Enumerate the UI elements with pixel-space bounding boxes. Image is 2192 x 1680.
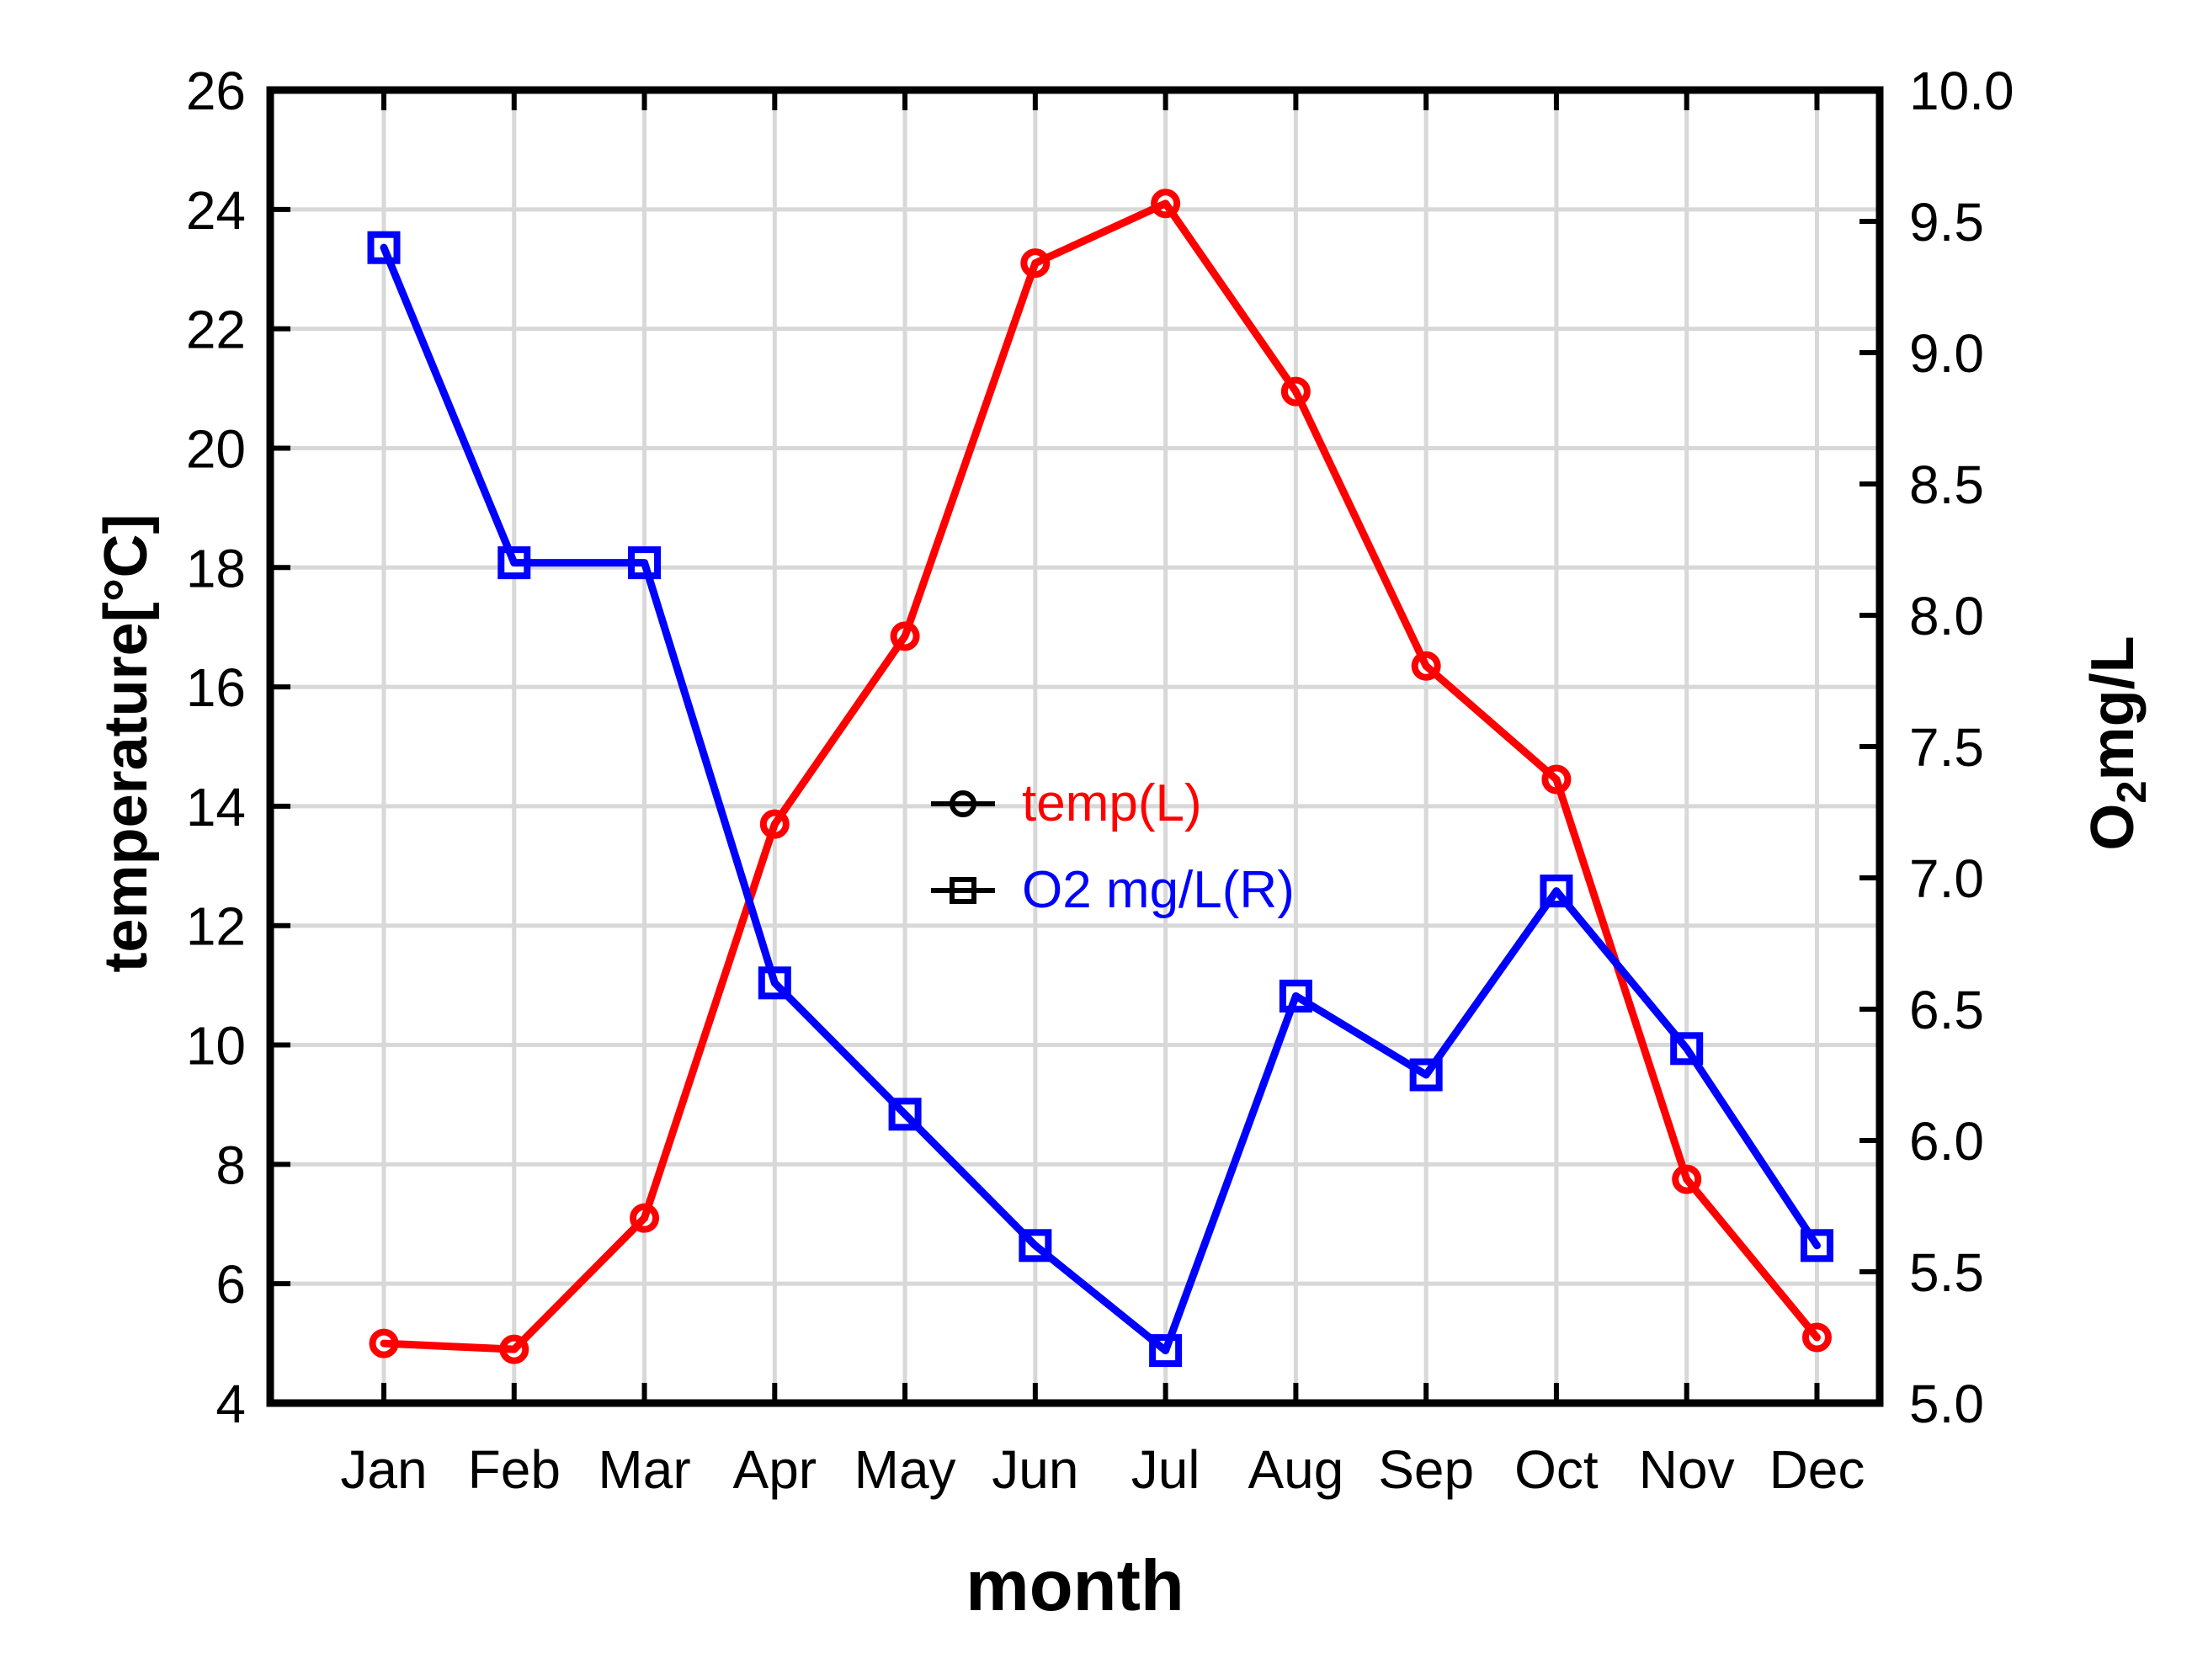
right-axis-tick-label: 6.5 [1909, 980, 1984, 1040]
o2-marker-square [1409, 1058, 1443, 1092]
temp-marker-circle [1801, 1322, 1832, 1353]
o2-series-line [380, 243, 1821, 1355]
month-tick-label: Jan [340, 1439, 427, 1500]
o2-marker-square [1800, 1229, 1833, 1263]
right-axis-tick-label: 5.5 [1909, 1242, 1984, 1303]
legend-item-o2: O2 mg/L(R) [929, 864, 1295, 917]
legend-label-o2: O2 mg/L(R) [1022, 861, 1295, 919]
left-axis-tick-label: 14 [186, 777, 246, 837]
right-axis-title-rest: mg/L [2078, 635, 2147, 781]
right-axis-tick-label: 6.0 [1909, 1111, 1984, 1172]
temp-marker-circle [1151, 189, 1181, 219]
right-axis-tick-label: 8.0 [1909, 586, 1984, 646]
temp-marker-circle [759, 809, 790, 839]
temp-marker-circle [1280, 376, 1311, 407]
month-tick-label: Sep [1378, 1439, 1474, 1500]
legend-marker-circle-icon [931, 790, 995, 817]
right-axis-tick-label: 8.5 [1909, 455, 1984, 515]
right-axis-tick-label: 7.5 [1909, 717, 1984, 778]
o2-marker-square [1670, 1032, 1704, 1066]
month-tick-label: Apr [733, 1439, 817, 1500]
left-axis-title: temperature[°C] [93, 513, 160, 973]
right-axis-tick-label: 10.0 [1909, 61, 2014, 121]
right-axis-title: O2mg/L [2078, 635, 2156, 850]
left-axis-tick-label: 16 [186, 657, 246, 718]
temp-marker-circle [890, 621, 920, 651]
month-tick-label: Oct [1514, 1439, 1599, 1500]
left-axis-tick-label: 18 [186, 538, 246, 598]
temp-marker-circle [1672, 1164, 1702, 1194]
temp-series-line [380, 199, 1821, 1353]
month-tick-label: Jun [992, 1439, 1078, 1500]
bottom-axis-title: month [966, 1546, 1184, 1626]
left-axis-tick-label: 24 [186, 180, 246, 241]
legend-label-temp: temp(L) [1022, 774, 1202, 832]
right-axis-title-main: O [2078, 803, 2147, 851]
month-tick-label: Dec [1769, 1439, 1865, 1500]
temp-marker-circle [1020, 248, 1051, 279]
o2-marker-square [758, 966, 791, 1000]
temp-marker-circle [1411, 651, 1441, 681]
o2-marker-square [628, 546, 662, 580]
month-tick-label: Aug [1248, 1439, 1343, 1500]
temp-marker-circle [1541, 764, 1572, 795]
left-axis-tick-label: 12 [186, 896, 246, 957]
left-axis-tick-label: 6 [215, 1254, 246, 1315]
right-axis-tick-label: 5.0 [1909, 1374, 1984, 1434]
o2-marker-square [888, 1098, 922, 1131]
right-axis-tick-label: 7.0 [1909, 848, 1984, 909]
o2-marker-square [1019, 1229, 1052, 1263]
month-tick-label: Nov [1639, 1439, 1735, 1500]
left-axis-tick-label: 26 [186, 61, 246, 121]
month-tick-label: Mar [598, 1439, 690, 1500]
o2-marker-square [367, 231, 401, 264]
right-axis-title-sub: 2 [2110, 780, 2156, 804]
legend-marker-square-icon [931, 877, 995, 904]
left-axis-tick-label: 4 [215, 1374, 246, 1434]
left-axis-tick-label: 10 [186, 1016, 246, 1077]
temp-marker-circle [499, 1334, 529, 1364]
right-axis-tick-label: 9.0 [1909, 323, 1984, 384]
month-tick-label: Jul [1131, 1439, 1200, 1500]
month-tick-label: Feb [468, 1439, 561, 1500]
o2-marker-square [1279, 979, 1312, 1013]
legend-item-temp: temp(L) [929, 777, 1202, 831]
o2-marker-square [1149, 1334, 1183, 1368]
left-axis-tick-label: 8 [215, 1135, 246, 1195]
o2-marker-square [1540, 875, 1573, 908]
plot-frame [266, 86, 1884, 1407]
month-tick-label: May [854, 1439, 956, 1500]
left-axis-tick-label: 20 [186, 418, 246, 479]
temp-marker-circle [369, 1328, 399, 1358]
o2-marker-square [497, 546, 531, 580]
right-axis-tick-label: 9.5 [1909, 192, 1984, 253]
left-axis-tick-label: 22 [186, 300, 246, 360]
temp-marker-circle [630, 1203, 660, 1233]
